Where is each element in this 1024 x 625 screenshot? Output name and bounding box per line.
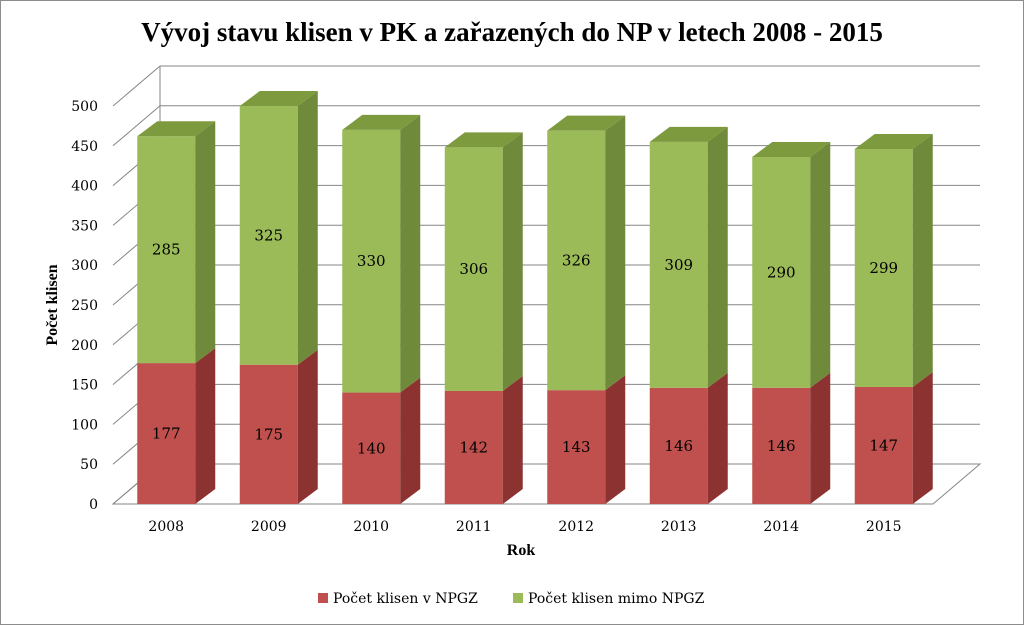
x-tick-label-2011: 2011 <box>456 519 492 535</box>
data-label-2010-s1: 330 <box>357 252 386 270</box>
bar-top-2010 <box>342 114 421 130</box>
data-label-2012-s0: 143 <box>562 438 591 456</box>
bar-2012-s0 <box>547 390 606 504</box>
bar-side-2009-s1 <box>297 91 318 365</box>
bar-top-2015 <box>854 133 933 149</box>
bar-2013-s1 <box>649 141 708 388</box>
bar-side-2009-s0 <box>297 349 318 504</box>
legend-swatch-s0 <box>318 593 328 603</box>
bar-side-2011-s0 <box>502 375 523 504</box>
data-label-2012-s1: 326 <box>562 251 591 269</box>
y-tick-label: 50 <box>80 457 98 473</box>
bar-side-2008-s0 <box>195 348 216 504</box>
x-tick-label-2013: 2013 <box>661 519 697 535</box>
bar-side-2013-s1 <box>707 126 728 388</box>
bar-2009-s0 <box>239 364 298 504</box>
bar-2014-s1 <box>752 156 811 388</box>
y-tick-label: 450 <box>71 139 98 155</box>
bar-side-2015-s1 <box>912 133 933 387</box>
y-tick-label: 300 <box>71 258 98 274</box>
y-tick-label: 100 <box>71 417 98 433</box>
y-tick-label: 500 <box>71 99 98 115</box>
y-tick-label: 0 <box>89 497 98 513</box>
x-tick-label-2009: 2009 <box>251 519 287 535</box>
data-labels: 177 285 175 325 140 330 142 306 143 326 146 309 146 2… <box>152 226 898 457</box>
x-tick-label-2008: 2008 <box>148 519 184 535</box>
bar-2015-s1 <box>854 148 913 387</box>
data-label-2009-s1: 325 <box>254 226 283 244</box>
data-label-2010-s0: 140 <box>357 439 386 457</box>
bar-side-2012-s0 <box>605 375 626 504</box>
data-label-2013-s1: 309 <box>664 256 693 274</box>
bar-side-2010-s0 <box>400 377 421 504</box>
bar-2015-s0 <box>854 386 913 504</box>
x-axis-title: Rok <box>507 542 536 559</box>
data-label-2011-s1: 306 <box>459 260 488 278</box>
chart-title: Vývoj stavu klisen v PK a zařazených do … <box>141 17 883 47</box>
bar-top-2011 <box>444 132 523 148</box>
x-tick-label-2010: 2010 <box>353 519 389 535</box>
bar-2008-s1 <box>137 136 196 364</box>
bar-2012-s1 <box>547 130 606 391</box>
bar-2008-s0 <box>137 363 196 504</box>
gridline-side <box>112 65 161 107</box>
y-axis-title: Počet klisen <box>44 264 61 345</box>
bar-top-2012 <box>547 115 626 131</box>
gridline-side <box>112 105 161 147</box>
bars <box>137 91 933 504</box>
x-axis-ticks: 2008 2009 2010 2011 2012 2013 2014 2015 <box>148 519 901 535</box>
data-label-2008-s1: 285 <box>152 241 181 259</box>
bar-side-2014-s0 <box>810 372 831 504</box>
x-tick-label-2015: 2015 <box>866 519 902 535</box>
x-tick-label-2014: 2014 <box>763 519 799 535</box>
bar-2014-s0 <box>752 387 811 504</box>
bar-side-2014-s1 <box>810 141 831 388</box>
bar-side-2011-s1 <box>502 132 523 391</box>
data-label-2008-s0: 177 <box>152 425 181 443</box>
legend: Počet klisen v NPGZ Počet klisen mimo NPG… <box>318 591 705 607</box>
data-label-2011-s0: 142 <box>459 438 488 456</box>
bar-top-2009 <box>239 91 318 106</box>
bar-2010-s1 <box>342 129 401 393</box>
bar-side-2010-s1 <box>400 114 421 393</box>
y-tick-label: 400 <box>71 179 98 195</box>
bar-side-2012-s1 <box>605 115 626 391</box>
y-tick-label: 200 <box>71 338 98 354</box>
bar-top-2013 <box>649 126 728 142</box>
x-tick-label-2012: 2012 <box>558 519 594 535</box>
y-tick-label: 150 <box>71 378 98 394</box>
bar-2011-s0 <box>444 390 503 504</box>
data-label-2013-s0: 146 <box>664 437 693 455</box>
bar-side-2015-s0 <box>912 371 933 504</box>
data-label-2014-s0: 146 <box>767 437 796 455</box>
bar-2013-s0 <box>649 387 708 504</box>
bar-top-2008 <box>137 121 216 137</box>
data-label-2009-s0: 175 <box>254 425 283 443</box>
y-axis-ticks: 0 50 100 150 200 250 300 350 400 450 500 <box>71 99 98 513</box>
bar-side-2013-s0 <box>707 372 728 504</box>
legend-label-s0: Počet klisen v NPGZ <box>333 591 478 607</box>
y-tick-label: 250 <box>71 298 98 314</box>
y-tick-label: 350 <box>71 218 98 234</box>
bar-2009-s1 <box>239 106 298 365</box>
data-label-2014-s1: 290 <box>767 263 796 281</box>
legend-swatch-s1 <box>513 593 523 603</box>
bar-top-2014 <box>752 141 831 157</box>
legend-label-s1: Počet klisen mimo NPGZ <box>528 591 705 607</box>
bar-2010-s0 <box>342 392 401 504</box>
bar-2011-s1 <box>444 147 503 391</box>
data-label-2015-s0: 147 <box>869 436 898 454</box>
bar-side-2008-s1 <box>195 121 216 364</box>
data-label-2015-s1: 299 <box>869 259 898 277</box>
